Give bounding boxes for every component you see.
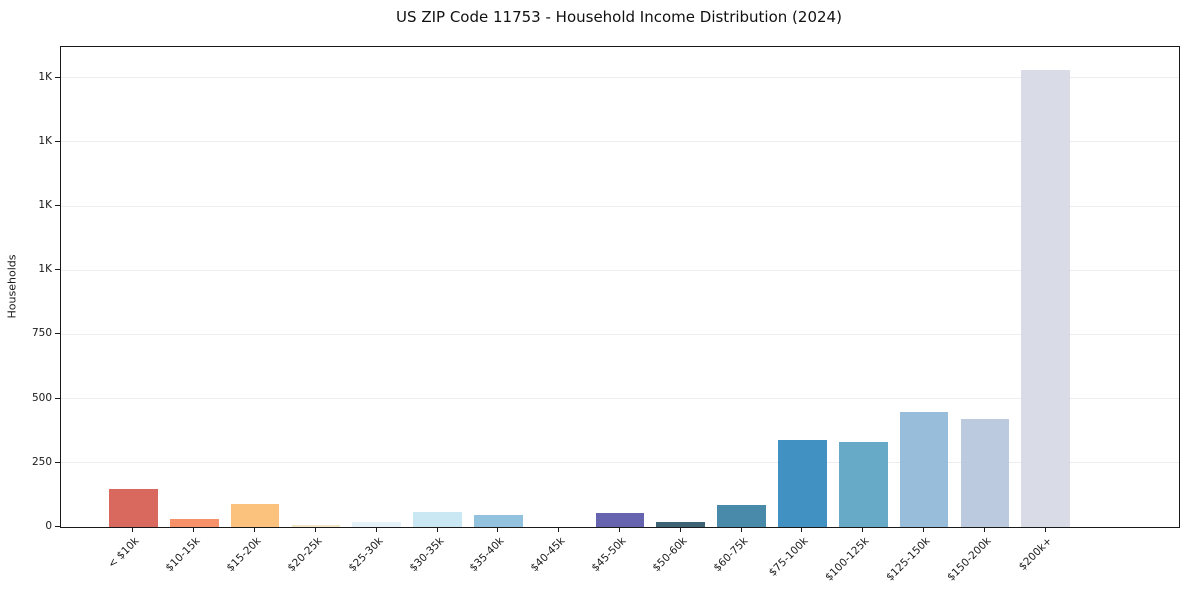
y-tick-mark: [55, 397, 60, 399]
x-tick-mark: [254, 527, 256, 532]
y-axis-title: Households: [5, 254, 19, 319]
gridline: [61, 462, 1179, 464]
y-tick-mark: [55, 205, 60, 207]
y-tick-label: 1K: [38, 70, 52, 83]
bar: [1021, 69, 1071, 527]
bar: [960, 418, 1010, 527]
x-tick-mark: [193, 527, 195, 532]
x-tick-mark: [619, 527, 620, 532]
x-tick-mark: [436, 527, 438, 532]
x-tick-mark: [375, 527, 377, 532]
y-tick-mark: [55, 140, 60, 142]
x-tick-mark: [740, 527, 742, 532]
gridline: [61, 398, 1179, 400]
x-tick-mark: [679, 527, 681, 532]
x-tick-mark: [314, 527, 316, 532]
x-tick-label: < $10k: [106, 535, 142, 571]
x-tick-mark: [497, 527, 499, 532]
y-tick-label: 750: [31, 327, 52, 340]
y-tick-mark: [55, 76, 60, 78]
y-tick-label: 0: [45, 520, 52, 532]
y-tick-mark: [55, 269, 60, 271]
bar: [656, 521, 706, 527]
bar: [474, 514, 523, 527]
y-tick-label: 1K: [38, 263, 52, 276]
x-tick-mark: [558, 527, 560, 532]
bar: [230, 504, 280, 527]
bar: [352, 522, 402, 527]
bar: [899, 412, 949, 527]
x-tick-mark: [862, 527, 864, 532]
y-tick-label: 1K: [38, 134, 52, 147]
bar: [109, 488, 158, 527]
chart-title: US ZIP Code 11753 - Household Income Dis…: [396, 8, 842, 26]
y-tick-mark: [55, 526, 60, 527]
plot-area: [60, 46, 1180, 528]
bar: [291, 524, 341, 527]
y-tick-label: 250: [31, 455, 52, 468]
y-tick-mark: [55, 461, 60, 463]
bar: [778, 439, 827, 527]
bar: [413, 512, 462, 527]
x-tick-mark: [923, 527, 925, 532]
gridline: [61, 269, 1179, 271]
bar: [838, 441, 888, 527]
bar: [717, 504, 766, 527]
y-tick-mark: [55, 333, 60, 335]
x-tick-mark: [983, 527, 985, 532]
bar: [595, 513, 645, 527]
x-tick-mark: [801, 527, 803, 532]
x-tick-mark: [1044, 527, 1046, 532]
gridline: [61, 141, 1179, 143]
x-tick-mark: [132, 527, 134, 532]
gridline: [61, 205, 1179, 207]
y-tick-label: 1K: [38, 199, 52, 212]
y-tick-label: 500: [31, 391, 52, 404]
gridline: [61, 77, 1179, 79]
gridline: [61, 333, 1179, 335]
bar: [169, 519, 219, 527]
